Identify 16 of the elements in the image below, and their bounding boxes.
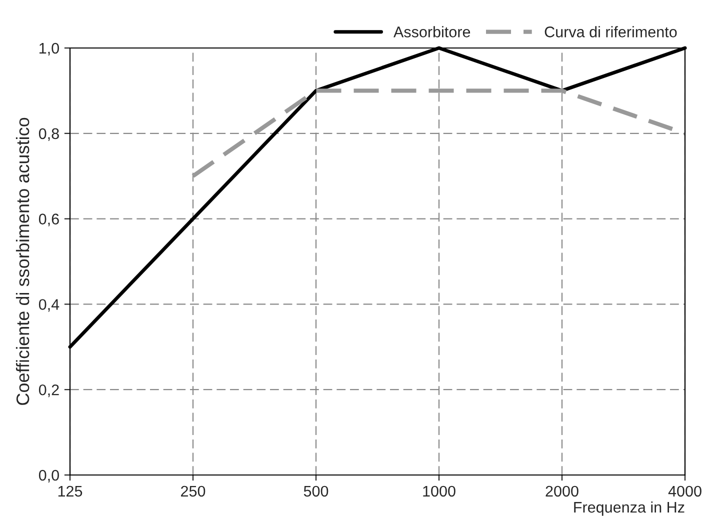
legend-label: Curva di riferimento bbox=[544, 26, 677, 38]
x-tick-label: 125 bbox=[58, 486, 82, 497]
y-tick-label: 0,4 bbox=[38, 299, 60, 312]
y-tick-label: 0,8 bbox=[38, 128, 59, 141]
y-axis-title: Coefficiente di ssorbimento acustico bbox=[16, 118, 30, 405]
x-tick-label: 250 bbox=[181, 486, 206, 497]
y-tick-label: 0,6 bbox=[38, 214, 59, 226]
x-tick-label: 2000 bbox=[546, 486, 578, 497]
legend-label: Assorbitore bbox=[394, 26, 470, 38]
y-tick-label: 0,0 bbox=[38, 470, 59, 482]
x-tick-label: 1000 bbox=[423, 486, 456, 497]
y-tick-label: 0,2 bbox=[38, 384, 59, 398]
x-tick-label: 500 bbox=[304, 486, 328, 497]
y-tick-label: 1,0 bbox=[40, 42, 59, 56]
x-tick-label: 4000 bbox=[668, 486, 702, 497]
x-axis-title: Frequenza in Hz bbox=[574, 501, 684, 516]
